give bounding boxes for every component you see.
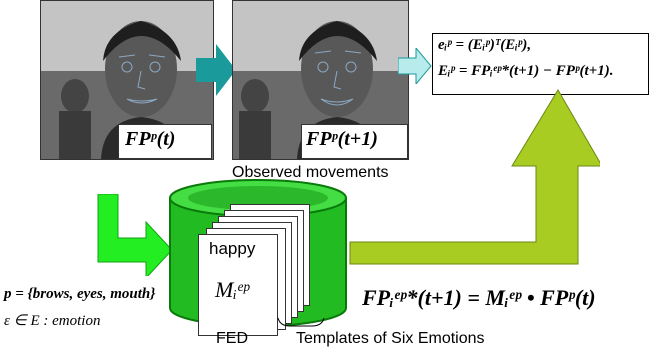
error-formula-line1: eᵢᵖ = (Eᵢᵖ)ᵀ(Eᵢᵖ), (438, 37, 532, 53)
template-formula: FPᵢᵉᵖ*(t+1) = Mᵢᵉᵖ • FPᵖ(t) (362, 285, 596, 310)
error-formula-line2: Eᵢᵖ = FPᵢᵉᵖ*(t+1) − FPᵖ(t+1). (438, 63, 614, 79)
label-fp-t1: FPᵖ(t+1) (306, 128, 378, 150)
frame-label-box-t (118, 124, 212, 159)
epsilon-definition: ε ∈ E : emotion (4, 313, 101, 329)
card-symbol-m: Mᵢᵉᵖ (215, 277, 249, 302)
light-teal-arrow (398, 48, 432, 84)
templates-caption: Templates of Six Emotions (296, 330, 485, 347)
label-fp-t: FPᵖ(t) (125, 128, 176, 150)
teal-arrow (196, 44, 236, 96)
card-title-happy: happy (209, 239, 256, 258)
olive-feedback-arrow (349, 89, 600, 265)
green-l-arrow (97, 194, 173, 276)
error-formula-box (432, 33, 649, 95)
frame-label-box-t1 (301, 124, 408, 159)
template-bracket (277, 317, 325, 327)
fed-label: FED (216, 330, 248, 347)
observed-movements-caption: Observed movements (232, 164, 389, 181)
template-card-happy: happy Mᵢᵉᵖ (198, 234, 278, 336)
p-definition: p = {brows, eyes, mouth} (4, 286, 156, 302)
